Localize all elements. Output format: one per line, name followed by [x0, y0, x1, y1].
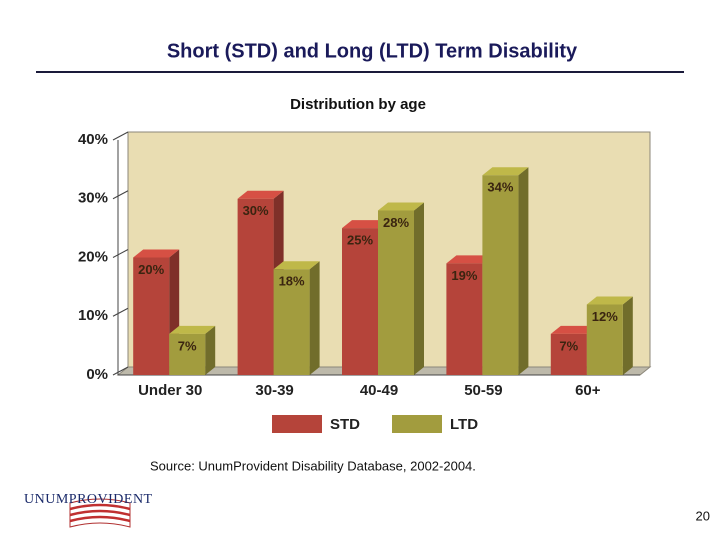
bar-top: [550, 325, 597, 334]
bar: [342, 228, 378, 375]
value-label: 18%: [279, 274, 305, 289]
value-label: 34%: [487, 180, 513, 195]
y-tick: [112, 307, 129, 317]
legend-label: LTD: [450, 416, 478, 433]
bar-top: [273, 261, 320, 270]
slide-title: Short (STD) and Long (LTD) Term Disabili…: [167, 40, 578, 62]
bar: [586, 304, 623, 375]
bar: [169, 333, 206, 375]
chart-title: Distribution by age: [290, 96, 426, 113]
y-tick: [112, 190, 129, 200]
value-label: 7%: [559, 338, 578, 353]
y-tick-label: 30%: [78, 190, 108, 207]
bar-side: [205, 325, 216, 375]
bar-top: [342, 220, 388, 229]
value-label: 30%: [243, 203, 269, 218]
y-tick-label: 20%: [78, 248, 108, 265]
value-label: 7%: [178, 338, 197, 353]
bar-side: [414, 202, 424, 375]
bar-top: [446, 255, 493, 264]
value-label: 20%: [138, 262, 164, 277]
logo: UNUMPROVIDENT: [24, 492, 153, 528]
bar: [550, 333, 587, 375]
y-tick-label: 40%: [78, 131, 108, 148]
bar-top: [482, 167, 529, 176]
value-label: 28%: [383, 215, 409, 230]
value-label: 25%: [347, 233, 373, 248]
x-tick-label: 30-39: [255, 382, 293, 399]
y-tick-label: 10%: [78, 307, 108, 324]
x-tick-label: Under 30: [138, 382, 202, 399]
y-tick: [112, 249, 129, 258]
x-tick-label: 50-59: [464, 382, 502, 399]
bar-top: [169, 325, 216, 334]
y-tick-label: 0%: [86, 366, 108, 383]
logo-stripes: [69, 503, 131, 523]
logo-text: UNUMPROVIDENT: [24, 492, 153, 507]
x-tick-label: 60+: [575, 382, 601, 399]
page-number: 20: [696, 508, 710, 523]
legend-swatch: [272, 415, 322, 433]
bar: [378, 210, 414, 375]
bar-top: [133, 249, 180, 258]
source-note: Source: UnumProvident Disability Databas…: [150, 458, 476, 473]
bar: [133, 257, 170, 375]
legend-swatch: [392, 415, 442, 433]
bar: [446, 263, 483, 375]
legend-label: STD: [330, 416, 360, 433]
bar-top: [586, 296, 633, 305]
bar: [482, 175, 519, 375]
x-tick-label: 40-49: [360, 382, 398, 399]
bar-side: [309, 261, 320, 375]
y-tick: [112, 131, 129, 141]
y-tick: [112, 366, 129, 376]
bar-side: [622, 296, 633, 375]
bar-side: [518, 167, 529, 375]
value-label: 12%: [592, 309, 618, 324]
bar-top: [237, 190, 284, 199]
bar: [273, 269, 310, 375]
value-label: 19%: [451, 268, 477, 283]
bar: [237, 198, 274, 375]
bar-top: [378, 202, 424, 211]
